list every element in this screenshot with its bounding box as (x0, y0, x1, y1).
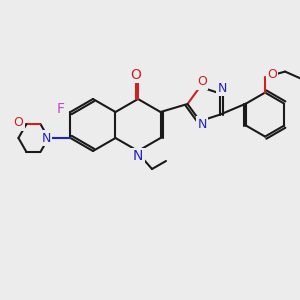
Text: N: N (133, 149, 143, 163)
Text: F: F (56, 102, 64, 116)
Text: O: O (197, 75, 207, 88)
Text: N: N (42, 131, 51, 145)
Text: O: O (14, 116, 23, 130)
Text: N: N (197, 118, 207, 130)
Text: O: O (130, 68, 141, 82)
Text: O: O (267, 68, 277, 81)
Text: N: N (218, 82, 227, 95)
